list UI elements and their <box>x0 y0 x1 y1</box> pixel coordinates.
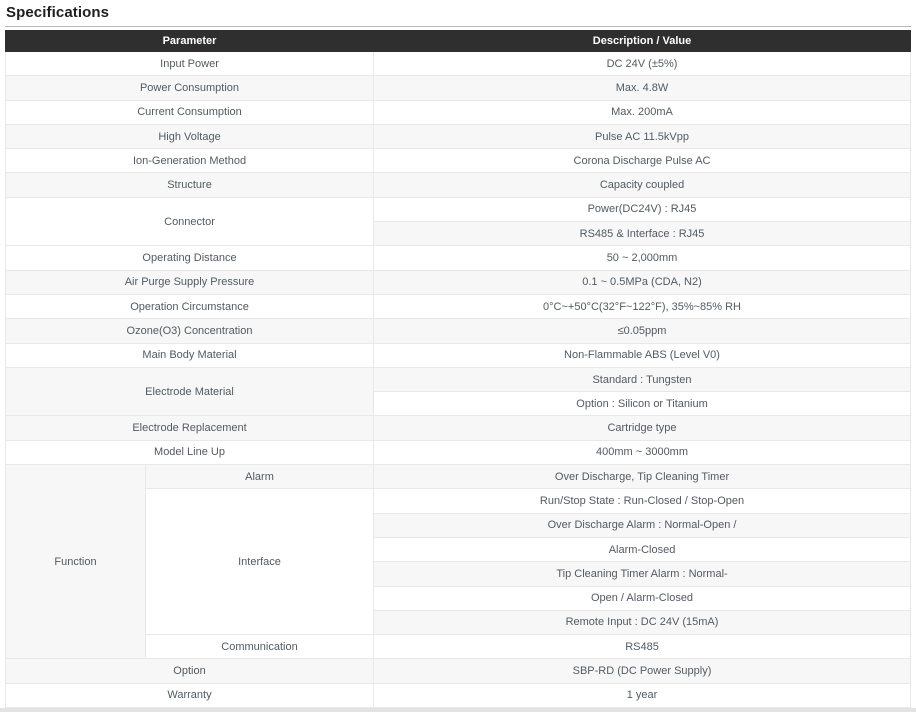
value-cell: Capacity coupled <box>373 172 911 198</box>
table-row: Electrode Replacement Cartridge type <box>4 415 911 441</box>
sub-param-cell: Interface <box>144 488 375 636</box>
table-row: RS485 & Interface : RJ45 <box>6 221 911 247</box>
sub-param-cell: Communication <box>144 634 375 660</box>
table-row: Operating Distance 50 ~ 2,000mm <box>4 245 911 271</box>
value-cell: Standard : Tungsten <box>373 366 911 393</box>
specifications-table: Parameter Description / Value Input Powe… <box>4 30 911 709</box>
value-cell: 0.1 ~ 0.5MPa (CDA, N2) <box>373 269 911 295</box>
table-row: Option SBP-RD (DC Power Supply) <box>4 658 911 684</box>
value-cell: Over Discharge Alarm : Normal-Open / <box>373 512 911 538</box>
param-cell: Operation Circumstance <box>4 293 375 320</box>
value-cell: Max. 4.8W <box>373 75 911 101</box>
param-cell: Electrode Replacement <box>4 415 375 441</box>
table-row: Input Power DC 24V (±5%) <box>4 50 911 77</box>
value-cell: Pulse AC 11.5kVpp <box>373 123 911 150</box>
table-row: Communication RS485 <box>6 634 911 660</box>
table-row: Operation Circumstance 0°C~+50°C(32°F~122… <box>4 293 911 320</box>
param-cell: Power Consumption <box>4 75 375 101</box>
table-row: Tip Cleaning Timer Alarm : Normal- <box>6 561 911 587</box>
page-title: Specifications <box>5 3 911 27</box>
value-cell: 1 year <box>373 682 911 709</box>
value-cell: Option : Silicon or Titanium <box>373 391 911 417</box>
column-header-description: Description / Value <box>373 30 911 52</box>
param-cell: Warranty <box>4 682 375 709</box>
value-cell: Non-Flammable ABS (Level V0) <box>373 342 911 368</box>
param-cell: Function <box>5 464 146 660</box>
param-cell: Input Power <box>4 50 375 77</box>
value-cell: DC 24V (±5%) <box>373 50 911 77</box>
param-cell: Ion-Generation Method <box>4 148 375 174</box>
value-cell: ≤0.05ppm <box>373 318 911 344</box>
value-cell: Remote Input : DC 24V (15mA) <box>373 609 911 636</box>
value-cell: Max. 200mA <box>373 99 911 125</box>
table-row: Air Purge Supply Pressure 0.1 ~ 0.5MPa (C… <box>4 269 911 295</box>
param-cell: Current Consumption <box>4 99 375 125</box>
table-row: Over Discharge Alarm : Normal-Open / <box>6 512 911 538</box>
value-cell: RS485 <box>373 634 911 660</box>
param-cell: Structure <box>4 172 375 198</box>
table-row: Alarm-Closed <box>6 536 911 563</box>
table-row: Interface Run/Stop State : Run-Closed / S… <box>6 488 911 636</box>
param-cell: Option <box>4 658 375 684</box>
param-cell: Operating Distance <box>4 245 375 271</box>
value-cell: Over Discharge, Tip Cleaning Timer <box>373 464 911 490</box>
value-cell: Open / Alarm-Closed <box>373 585 911 611</box>
param-cell: Connector <box>4 196 375 247</box>
table-row: Electrode Material Standard : Tungsten <box>4 366 911 417</box>
table-row: Model Line Up 400mm ~ 3000mm <box>4 439 911 466</box>
table-row: Open / Alarm-Closed <box>6 585 911 611</box>
table-row: Option : Silicon or Titanium <box>6 391 911 417</box>
param-cell: Air Purge Supply Pressure <box>4 269 375 295</box>
value-cell: Tip Cleaning Timer Alarm : Normal- <box>373 561 911 587</box>
value-cell: Corona Discharge Pulse AC <box>373 148 911 174</box>
param-cell: Model Line Up <box>4 439 375 466</box>
value-cell: Run/Stop State : Run-Closed / Stop-Open <box>373 488 911 514</box>
spec-table-body: Input Power DC 24V (±5%) Power Consumption… <box>4 50 911 709</box>
table-row: Current Consumption Max. 200mA <box>4 99 911 125</box>
sub-param-cell: Alarm <box>144 464 375 490</box>
table-row: Function Alarm Over Discharge, Tip Cleanin… <box>5 464 911 660</box>
value-cell: 0°C~+50°C(32°F~122°F), 35%~85% RH <box>373 293 911 320</box>
value-cell: Power(DC24V) : RJ45 <box>373 196 911 223</box>
table-row: High Voltage Pulse AC 11.5kVpp <box>4 123 911 150</box>
value-cell: Cartridge type <box>373 415 911 441</box>
table-row: Ion-Generation Method Corona Discharge Pu… <box>4 148 911 174</box>
value-cell: RS485 & Interface : RJ45 <box>373 221 911 247</box>
column-header-parameter: Parameter <box>4 30 375 52</box>
value-cell: 400mm ~ 3000mm <box>373 439 911 466</box>
param-cell: Main Body Material <box>4 342 375 368</box>
value-cell: SBP-RD (DC Power Supply) <box>373 658 911 684</box>
value-cell: 50 ~ 2,000mm <box>373 245 911 271</box>
param-cell: High Voltage <box>4 123 375 150</box>
table-row: Warranty 1 year <box>4 682 911 709</box>
table-row: Structure Capacity coupled <box>4 172 911 198</box>
table-header-row: Parameter Description / Value <box>4 30 911 52</box>
param-cell: Ozone(O3) Concentration <box>4 318 375 344</box>
table-row: Ozone(O3) Concentration ≤0.05ppm <box>4 318 911 344</box>
param-cell: Electrode Material <box>4 366 375 417</box>
table-row: Remote Input : DC 24V (15mA) <box>6 609 911 636</box>
table-row: Power Consumption Max. 4.8W <box>4 75 911 101</box>
value-cell: Alarm-Closed <box>373 536 911 563</box>
table-row: Connector Power(DC24V) : RJ45 <box>4 196 911 247</box>
table-row: Main Body Material Non-Flammable ABS (Lev… <box>4 342 911 368</box>
